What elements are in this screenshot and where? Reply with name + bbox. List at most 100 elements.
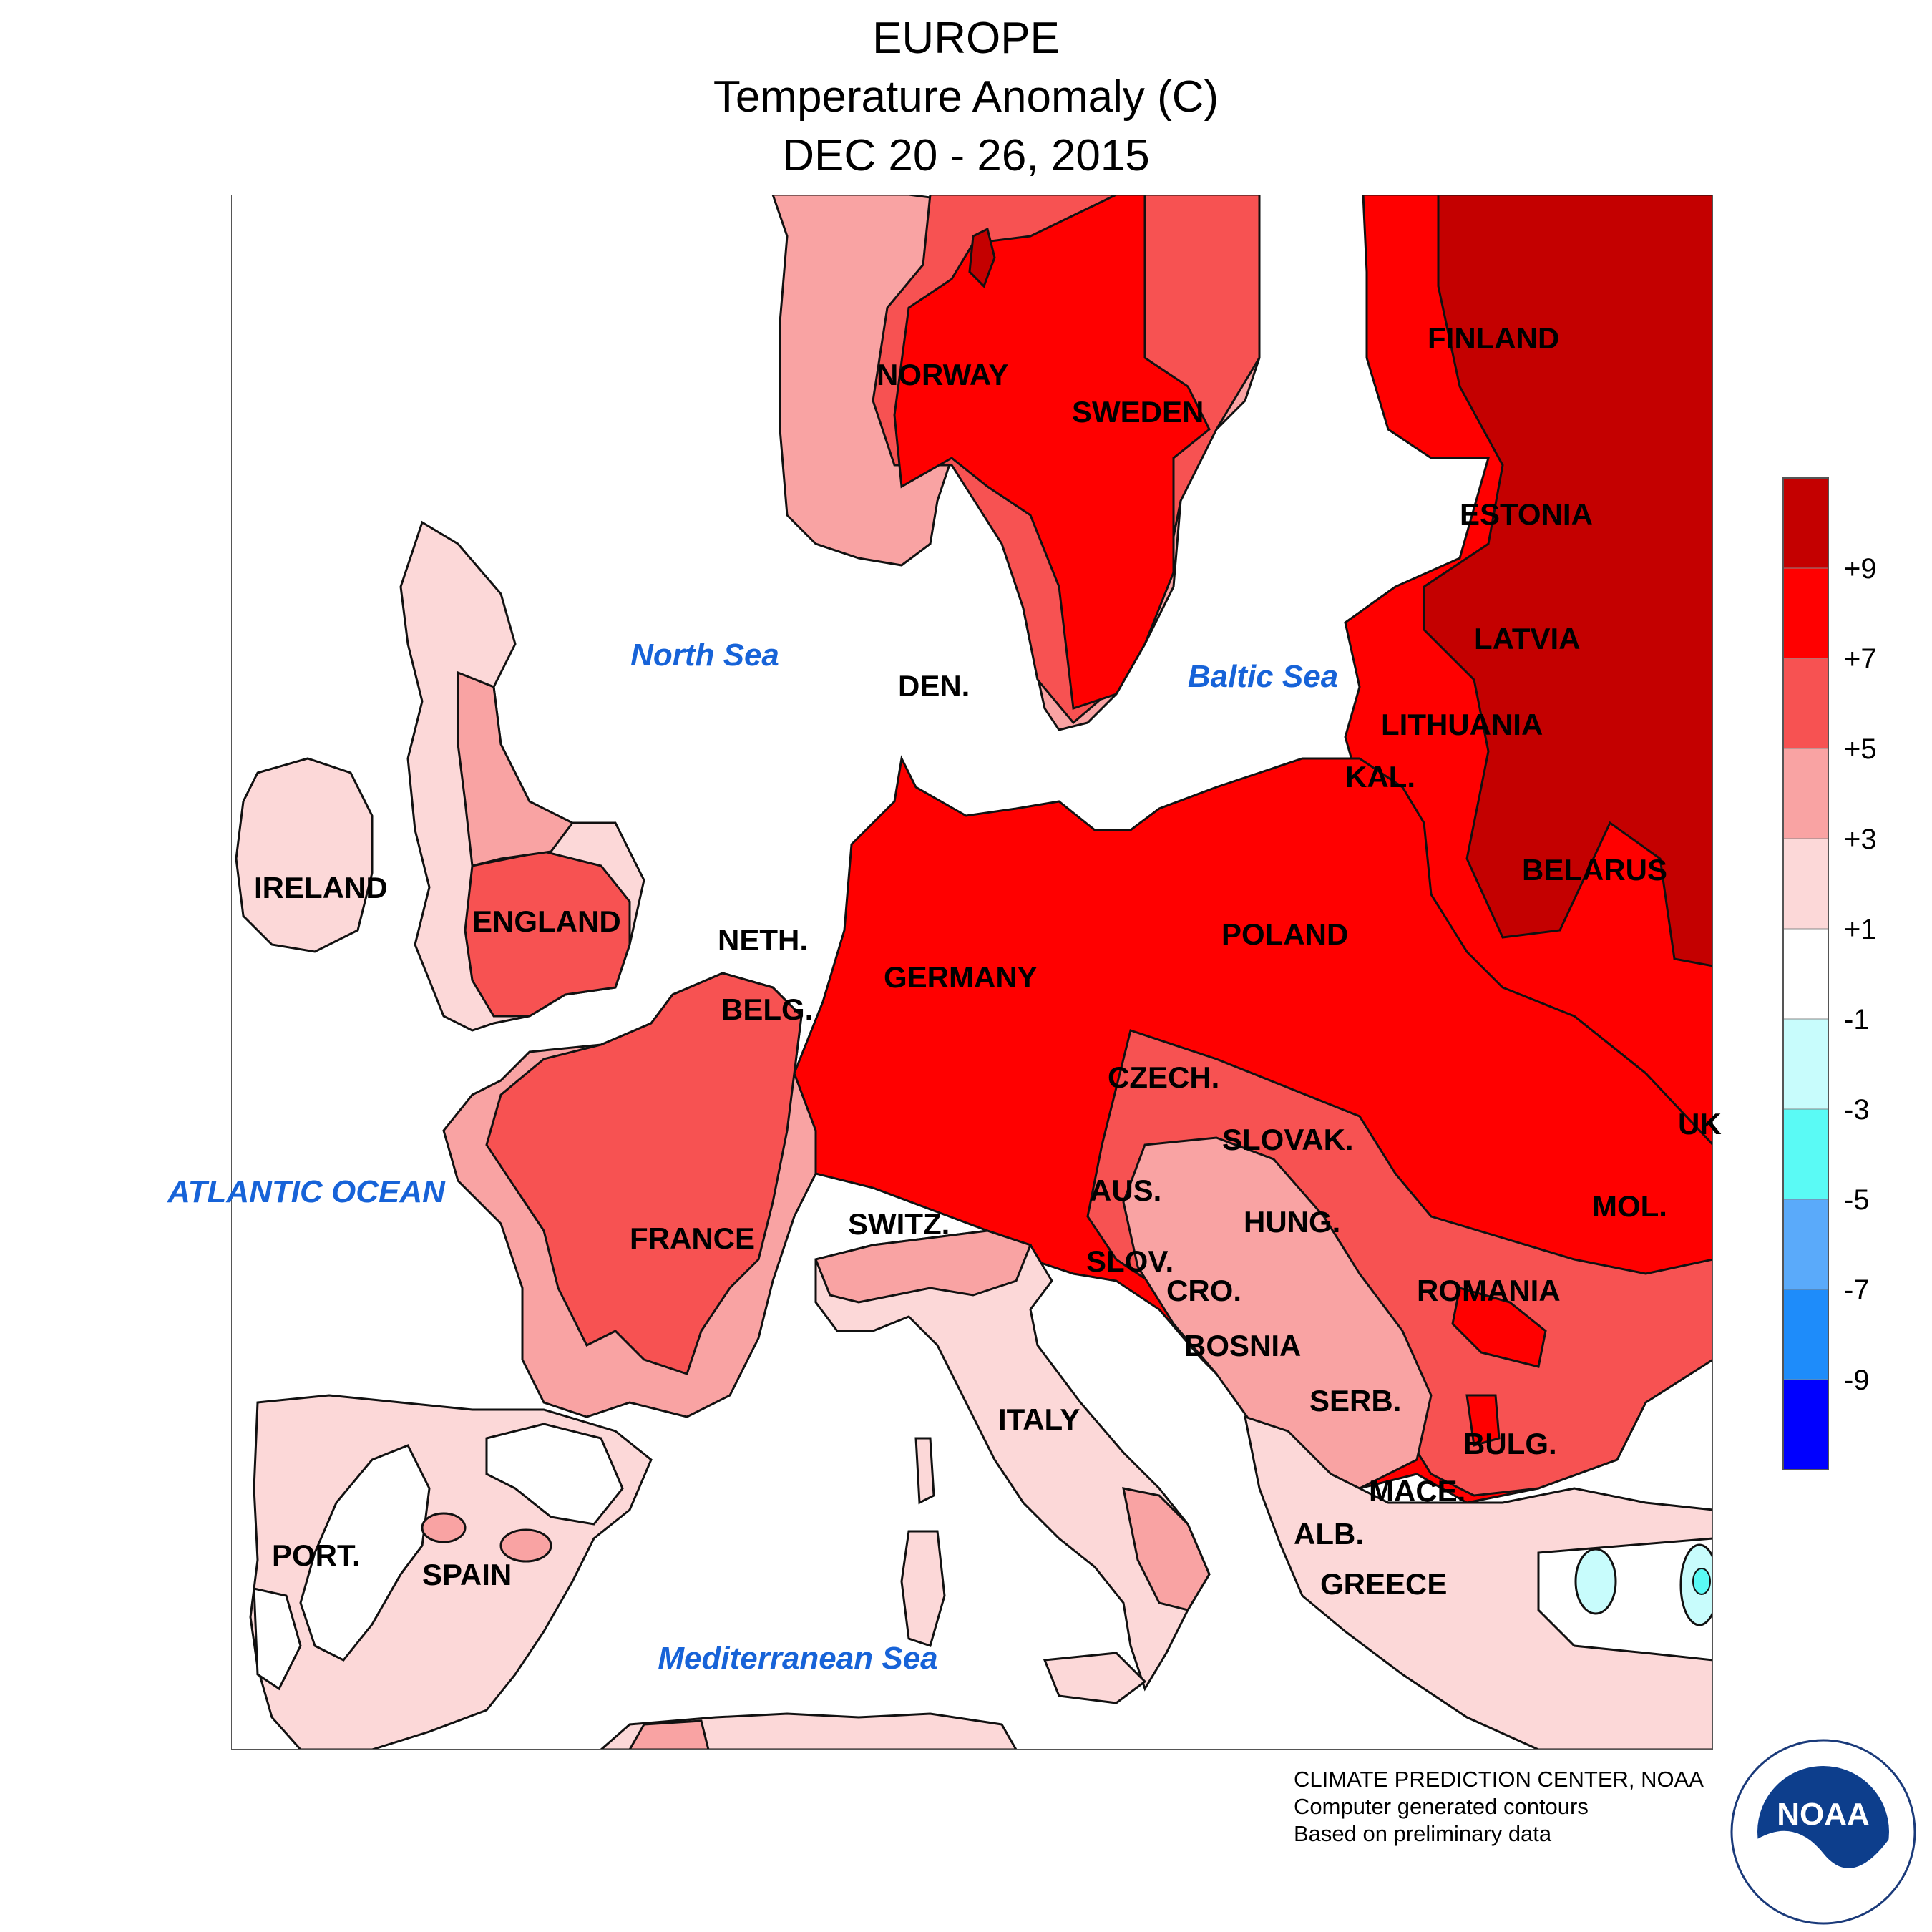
land-sicily (1043, 1652, 1147, 1704)
water-labels: North Sea Baltic Sea ATLANTIC OCEAN Medi… (167, 638, 1338, 1676)
label-portugal: PORT. (272, 1538, 361, 1572)
land-corsica (914, 1437, 935, 1505)
label-bulgaria: BULG. (1463, 1427, 1557, 1460)
legend-tick-label: +7 (1844, 643, 1877, 675)
label-lithuania: LITHUANIA (1381, 708, 1543, 741)
label-finland: FINLAND (1428, 321, 1559, 355)
legend-bin (1782, 1379, 1829, 1470)
legend-bin (1782, 658, 1829, 749)
map-region-title: EUROPE (872, 14, 1060, 63)
label-sweden: SWEDEN (1072, 395, 1204, 429)
legend-bin (1782, 567, 1829, 659)
label-netherlands: NETH. (718, 923, 808, 957)
zone-iberia-neutral-3 (253, 1587, 302, 1691)
land-sardinia (900, 1530, 946, 1647)
label-slovakia: SLOVAK. (1222, 1123, 1354, 1156)
credits-line-3: Based on preliminary data (1294, 1821, 1552, 1846)
zone-aegean-cold-3 (1692, 1568, 1711, 1595)
legend-bin (1782, 838, 1829, 930)
label-greece: GREECE (1320, 1567, 1447, 1601)
label-baltic-sea: Baltic Sea (1188, 659, 1338, 694)
logo-gull-shape (1757, 1830, 1889, 1912)
label-kaliningrad: KAL. (1345, 760, 1415, 794)
label-moldova: MOL. (1592, 1189, 1667, 1223)
label-albania: ALB. (1294, 1517, 1364, 1551)
label-croatia: CRO. (1166, 1274, 1241, 1307)
credits-line-1: CLIMATE PREDICTION CENTER, NOAA (1294, 1767, 1704, 1792)
credits-block: CLIMATE PREDICTION CENTER, NOAA Computer… (1294, 1766, 1704, 1848)
zone-aegean-cold-1 (1574, 1548, 1617, 1615)
zone-north-africa-3-5 (628, 1719, 710, 1750)
legend-tick-label: -9 (1844, 1365, 1870, 1396)
zone-france-5-7 (485, 972, 803, 1375)
legend-tick-label: +5 (1844, 733, 1877, 765)
country-labels: NORWAY SWEDEN FINLAND ESTONIA LATVIA LIT… (254, 321, 1722, 1601)
zone-northeast-9plus (1423, 195, 1713, 967)
legend-tick-label: +3 (1844, 824, 1877, 855)
legend-tick-label: -3 (1844, 1094, 1870, 1126)
label-germany: GERMANY (884, 960, 1038, 994)
label-england: ENGLAND (472, 904, 621, 938)
label-belgium: BELG. (721, 992, 813, 1026)
noaa-logo: NOAA (1730, 1739, 1916, 1925)
zone-england-3-5 (457, 670, 575, 867)
zone-balkans-3-5 (1122, 1136, 1433, 1490)
legend-bin (1782, 477, 1829, 569)
label-switzerland: SWITZ. (848, 1207, 950, 1241)
legend-tick-label: -5 (1844, 1184, 1870, 1216)
label-estonia: ESTONIA (1460, 497, 1593, 531)
label-serbia: SERB. (1309, 1384, 1401, 1418)
label-belarus: BELARUS (1522, 853, 1667, 887)
zone-balkans-1-3 (1244, 1415, 1713, 1750)
label-austria: AUS. (1090, 1174, 1161, 1207)
label-latvia: LATVIA (1474, 622, 1581, 655)
map-period-title: DEC 20 - 26, 2015 (782, 131, 1150, 180)
land-italy (814, 1229, 1211, 1692)
label-romania: ROMANIA (1417, 1274, 1561, 1307)
label-slovenia: SLOV. (1086, 1244, 1174, 1278)
legend-tick-label: +9 (1844, 553, 1877, 585)
zone-bulgaria-7-9 (1465, 1394, 1501, 1447)
label-mediterranean-sea: Mediterranean Sea (658, 1641, 937, 1676)
anomaly-field (231, 195, 1713, 1750)
logo-text: NOAA (1777, 1797, 1870, 1832)
zone-iberia-neutral-2 (485, 1423, 624, 1526)
legend-outline (1782, 477, 1829, 1470)
zone-iberia-3-5-1 (421, 1512, 467, 1543)
label-ireland: IRELAND (254, 871, 388, 904)
zone-scandinavia-7-9 (893, 195, 1211, 711)
label-bosnia: BOSNIA (1184, 1329, 1301, 1362)
credits-line-2: Computer generated contours (1294, 1794, 1589, 1819)
zone-norway-9plus (968, 227, 996, 288)
legend-colorbar: +9 +7 +5 +3 +1 -1 -3 -5 -7 -9 (1782, 477, 1877, 1470)
zone-italy-3-5-south (1122, 1487, 1211, 1611)
label-denmark: DEN. (898, 669, 970, 703)
legend-tick-label: +1 (1844, 914, 1877, 945)
label-spain: SPAIN (422, 1558, 512, 1591)
zone-italy-3-5-north (814, 1229, 1032, 1304)
zone-romania-7-9 (1451, 1287, 1547, 1368)
label-czech: CZECH. (1108, 1060, 1219, 1094)
label-atlantic-ocean: ATLANTIC OCEAN (167, 1174, 446, 1209)
label-poland: POLAND (1221, 917, 1348, 951)
label-macedonia: MACE. (1369, 1474, 1465, 1508)
legend-bin (1782, 1018, 1829, 1110)
legend-bin (1782, 748, 1829, 839)
legend-tick-label: -1 (1844, 1004, 1870, 1035)
legend-bin (1782, 1289, 1829, 1380)
legend-tick-label: -7 (1844, 1274, 1870, 1306)
map-variable-title: Temperature Anomaly (C) (713, 72, 1219, 122)
label-ukraine: UK (1678, 1107, 1722, 1141)
legend-bin (1782, 928, 1829, 1020)
label-norway: NORWAY (877, 358, 1008, 391)
zone-iberia-neutral-1 (299, 1444, 431, 1662)
legend-bin (1782, 1108, 1829, 1200)
zone-iberia-3-5-2 (499, 1528, 552, 1563)
land-ireland (235, 757, 374, 953)
label-france: FRANCE (630, 1221, 755, 1255)
label-north-sea: North Sea (630, 638, 779, 673)
label-italy: ITALY (998, 1402, 1080, 1436)
legend-bin (1782, 1199, 1829, 1290)
zone-england-5-7 (464, 850, 631, 1018)
label-hungary: HUNG. (1244, 1205, 1340, 1239)
